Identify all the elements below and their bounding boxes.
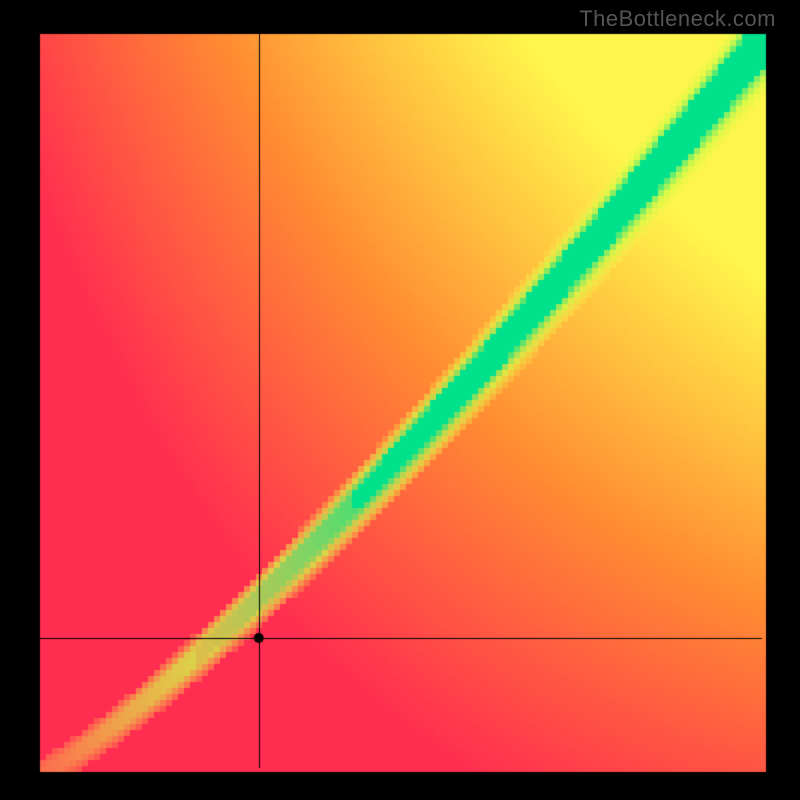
watermark-text: TheBottleneck.com bbox=[579, 6, 776, 32]
heatmap-canvas bbox=[0, 0, 800, 800]
